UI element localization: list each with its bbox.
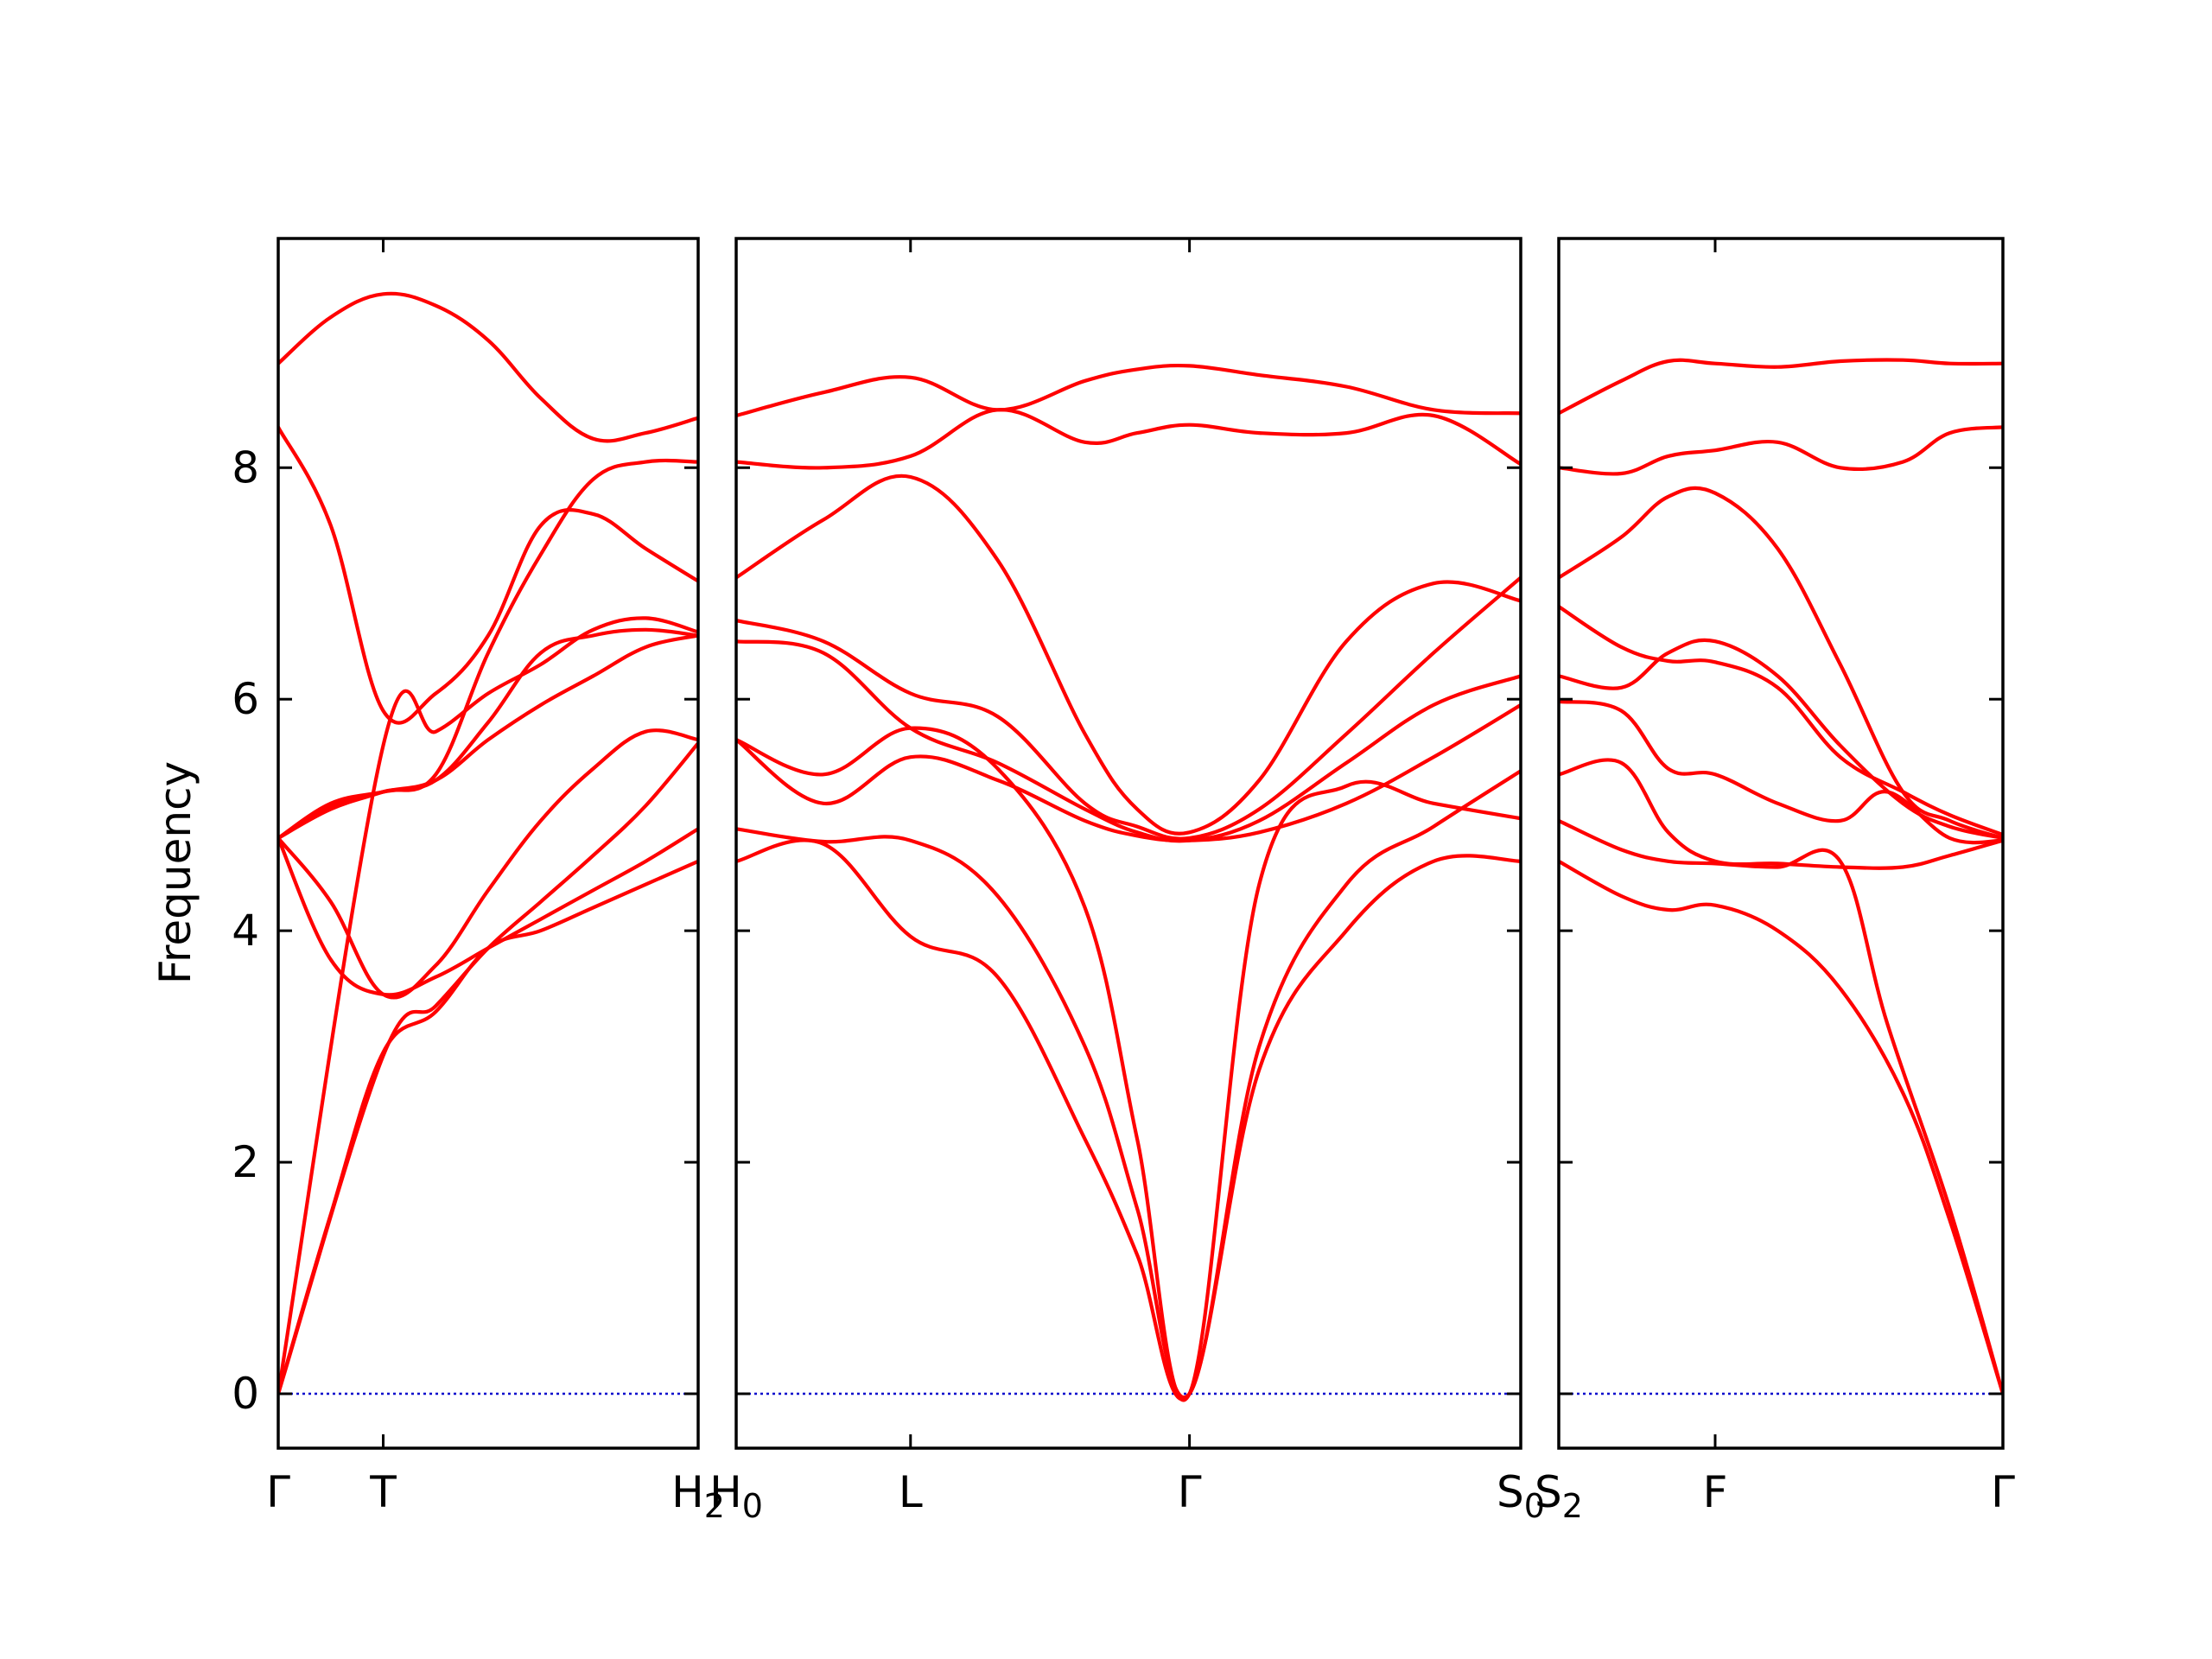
x-tick-label-main: F xyxy=(1703,1467,1728,1517)
x-tick-label-subscript: 2 xyxy=(1562,1487,1583,1525)
band-lines-group xyxy=(736,363,1521,1402)
y-tick-label: 2 xyxy=(232,1137,259,1187)
x-tick-label-main: Γ xyxy=(1991,1467,2015,1517)
band-line-7 xyxy=(278,425,698,725)
x-tick-label: H0 xyxy=(709,1467,763,1525)
x-tick-label: F xyxy=(1703,1467,1728,1517)
panel-frame xyxy=(276,237,700,1450)
band-line-5 xyxy=(278,633,698,841)
y-axis-label: Frequency xyxy=(150,761,200,984)
y-tick-label: 6 xyxy=(232,674,259,724)
band-line-9 xyxy=(1559,358,2003,416)
x-tick-label: L xyxy=(899,1467,923,1517)
band-line-7 xyxy=(1559,486,2003,841)
band-line-3 xyxy=(1559,758,2003,870)
x-tick-label: T xyxy=(369,1467,397,1517)
x-tick-label-main: L xyxy=(899,1467,923,1517)
band-line-1 xyxy=(736,838,1521,1402)
y-tick-label: 8 xyxy=(232,442,259,493)
x-tick-label-main: S xyxy=(1497,1467,1524,1517)
panel-3: S2 F Γ xyxy=(1535,237,2015,1525)
y-tick-label: 0 xyxy=(232,1369,259,1419)
y-tick-label: 4 xyxy=(232,906,259,956)
band-line-6 xyxy=(736,575,1521,841)
band-line-5 xyxy=(1559,638,2003,841)
band-line-4 xyxy=(736,702,1521,842)
x-tick-label-main: Γ xyxy=(266,1467,290,1517)
x-tick-label: S0 xyxy=(1497,1467,1545,1525)
band-line-8 xyxy=(278,291,698,443)
band-line-4 xyxy=(1559,699,2003,845)
band-line-2 xyxy=(1559,818,2003,1396)
x-tick-label: H2 xyxy=(671,1467,725,1525)
band-line-7 xyxy=(736,474,1521,836)
band-line-5 xyxy=(736,639,1521,843)
x-tick-label-subscript: 2 xyxy=(704,1487,725,1525)
x-tick-label-main: Γ xyxy=(1178,1467,1202,1517)
panel-frame xyxy=(734,237,1522,1450)
panel-frame xyxy=(1557,237,2005,1450)
x-tick-label: Γ xyxy=(1178,1467,1202,1517)
x-tick-label: Γ xyxy=(1991,1467,2015,1517)
panel-2: H0 L Γ S0 xyxy=(709,237,1545,1525)
band-line-6 xyxy=(278,827,698,997)
band-lines-group xyxy=(278,291,698,1396)
band-line-9 xyxy=(736,363,1521,418)
band-line-1 xyxy=(1559,859,2003,1396)
band-line-2 xyxy=(278,616,698,1396)
band-line-3 xyxy=(278,859,698,1396)
x-tick-label-subscript: 0 xyxy=(1524,1487,1545,1525)
band-line-8 xyxy=(736,408,1521,470)
band-lines-group xyxy=(1559,358,2003,1396)
x-tick-label-main: H xyxy=(709,1467,742,1517)
band-line-4 xyxy=(278,728,698,1000)
band-line-2 xyxy=(736,769,1521,1400)
band-line-8 xyxy=(1559,425,2003,476)
band-line-10 xyxy=(278,458,698,841)
band-line-9 xyxy=(278,627,698,841)
x-tick-label-subscript: 0 xyxy=(742,1487,763,1525)
band-line-6 xyxy=(1559,604,2003,837)
x-tick-label-main: S xyxy=(1535,1467,1562,1517)
x-tick-label-main: H xyxy=(671,1467,704,1517)
x-tick-label: Γ xyxy=(266,1467,290,1517)
x-tick-label-main: T xyxy=(369,1467,397,1517)
x-tick-label: S2 xyxy=(1535,1467,1583,1525)
